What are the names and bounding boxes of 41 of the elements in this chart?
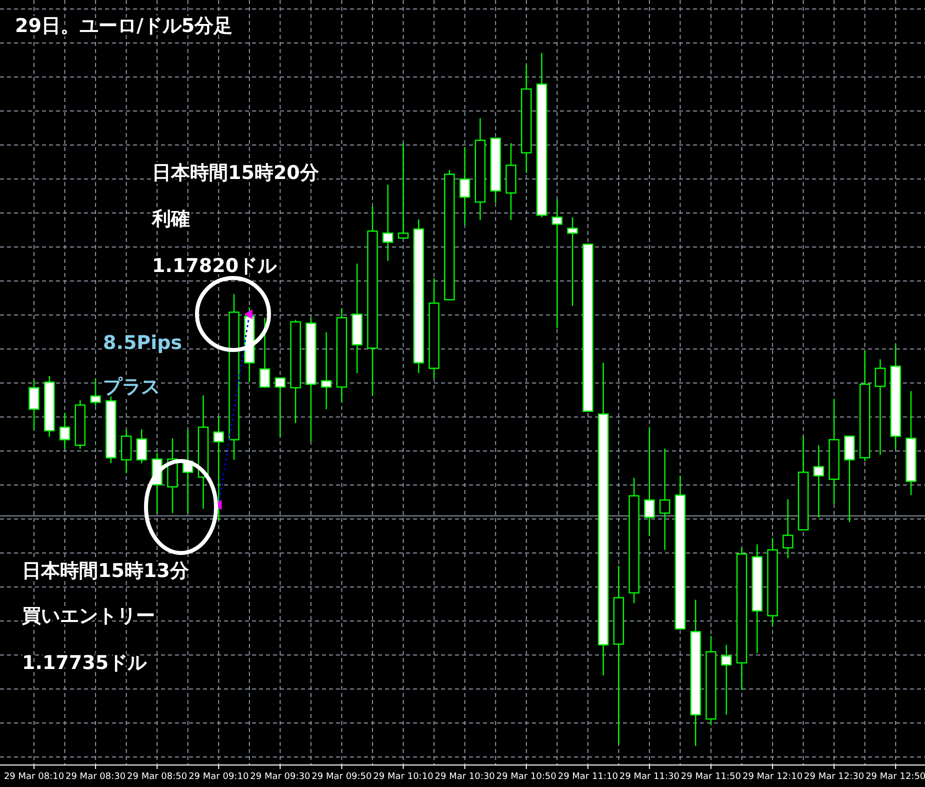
- candlestick: [90, 378, 101, 406]
- x-tick-label: 29 Mar 09:30: [250, 772, 310, 782]
- x-tick-label: 29 Mar 08:10: [4, 772, 64, 782]
- x-tick-label: 29 Mar 11:50: [680, 772, 742, 782]
- candlestick: [259, 317, 270, 388]
- x-tick-label: 29 Mar 12:10: [742, 772, 803, 782]
- candlestick: [274, 377, 286, 438]
- annotation: 8.5Pips: [103, 332, 182, 354]
- candlestick: [552, 198, 562, 329]
- candlestick: [813, 444, 824, 518]
- x-tick-label: 29 Mar 10:50: [496, 772, 557, 782]
- x-tick-label: 29 Mar 08:30: [65, 772, 126, 782]
- x-tick-label: 29 Mar 09:10: [188, 772, 249, 782]
- candlestick: [644, 426, 655, 537]
- candlestick: [120, 428, 132, 474]
- candlestick: [567, 216, 578, 307]
- x-tick-label: 29 Mar 12:50: [866, 772, 925, 782]
- candlestick: [398, 142, 409, 239]
- annotation: 利確: [151, 208, 190, 230]
- annotation: 日本時間15時20分: [152, 162, 320, 184]
- x-tick-label: 29 Mar 10:10: [373, 772, 434, 782]
- candlestick: [459, 146, 470, 226]
- candlestick: [844, 436, 855, 523]
- annotation: 日本時間15時13分: [22, 560, 190, 582]
- x-tick-label: 29 Mar 11:30: [619, 772, 680, 782]
- candlestick: [659, 448, 670, 550]
- candlestick: [721, 644, 732, 716]
- annotation: 1.17820ドル: [152, 255, 278, 277]
- candlestick: [320, 332, 332, 410]
- x-tick-label: 29 Mar 08:50: [127, 772, 188, 782]
- x-tick-label: 29 Mar 09:50: [312, 772, 372, 782]
- x-tick-label: 29 Mar 10:30: [434, 772, 496, 782]
- candlestick: [136, 428, 148, 464]
- candlestick: [59, 412, 70, 450]
- candlestick: [382, 184, 394, 262]
- x-tick-label: 29 Mar 11:10: [558, 772, 618, 782]
- annotation: 1.17735ドル: [22, 652, 148, 674]
- candlestick: [28, 379, 40, 431]
- x-tick-label: 29 Mar 12:30: [804, 772, 864, 782]
- candlestick: [782, 498, 794, 559]
- candlestick: [874, 358, 886, 456]
